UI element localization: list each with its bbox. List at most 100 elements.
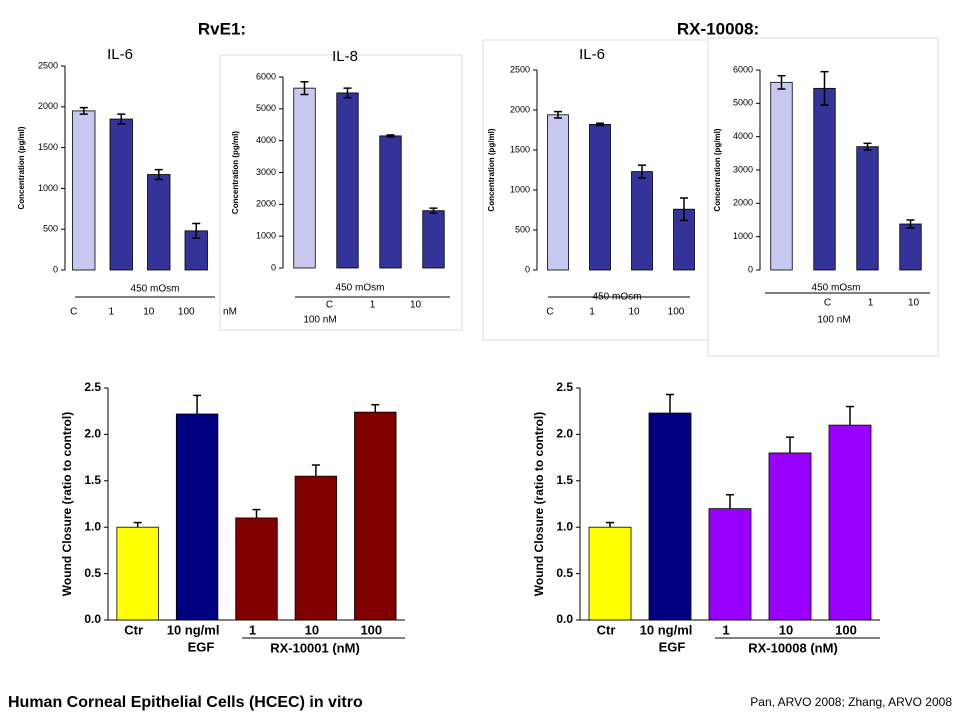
y-tick-label: 1000 xyxy=(38,183,58,193)
bar xyxy=(648,412,692,621)
bar xyxy=(293,87,316,269)
y-axis-label: Concentration (pg/ml) xyxy=(231,131,240,214)
group-label: RX-10008 (nM) xyxy=(748,640,838,655)
y-tick-label: 0.5 xyxy=(556,566,573,580)
x-tick-label: 1 xyxy=(370,300,376,311)
x-tick-label: Ctr xyxy=(597,622,616,637)
x-tick-label: 1 xyxy=(249,622,256,637)
bar xyxy=(109,118,133,271)
group-label: nM xyxy=(223,307,237,318)
y-tick-label: 0 xyxy=(525,264,530,274)
y-tick-label: 0.0 xyxy=(556,612,573,626)
y-tick-label: 0 xyxy=(748,264,753,274)
x-tick-label: 1 xyxy=(108,307,114,318)
x-tick-label: 100 xyxy=(668,307,685,318)
bar xyxy=(294,475,338,621)
y-axis-label: Wound Closure (ratio to control) xyxy=(60,412,74,596)
y-tick-label: 2.0 xyxy=(556,427,573,441)
y-axis-label: Concentration (pg/ml) xyxy=(713,128,722,211)
y-tick-label: 1000 xyxy=(256,231,276,241)
y-tick-label: 4000 xyxy=(256,135,276,145)
bar xyxy=(547,114,569,271)
x-tick-label: 10 xyxy=(143,307,155,318)
header-right: RX-10008: xyxy=(677,19,759,38)
group-label: RX-10001 (nM) xyxy=(270,640,360,655)
y-tick-label: 1500 xyxy=(38,142,58,152)
y-tick-label: 500 xyxy=(43,224,58,234)
y-tick-label: 0 xyxy=(53,264,58,274)
x-tick-label: C xyxy=(824,298,831,309)
y-tick-label: 2000 xyxy=(510,104,530,114)
x-tick-label: 100 xyxy=(835,622,857,637)
x-tick-label: 10 xyxy=(410,300,422,311)
bar xyxy=(768,452,812,621)
bar xyxy=(813,87,836,271)
bar xyxy=(588,526,632,621)
y-axis-label: Wound Closure (ratio to control) xyxy=(532,412,546,596)
bar xyxy=(72,110,96,271)
x-tick-label: 1 xyxy=(589,307,595,318)
y-tick-label: 6000 xyxy=(256,71,276,81)
y-tick-label: 2.5 xyxy=(556,380,573,394)
y-tick-label: 0.5 xyxy=(84,566,101,580)
y-tick-label: 2.5 xyxy=(84,380,101,394)
y-tick-label: 1.0 xyxy=(556,519,573,533)
group-label: 100 nM xyxy=(817,315,850,326)
y-tick-label: 6000 xyxy=(733,64,753,74)
group-label: 100 nM xyxy=(303,315,336,326)
bar xyxy=(354,411,397,621)
bar xyxy=(379,135,402,269)
x-tick-label: 10 xyxy=(305,622,319,637)
y-tick-label: 500 xyxy=(515,224,530,234)
x-tick-label: 100 xyxy=(178,307,195,318)
header-left: RvE1: xyxy=(198,19,246,38)
bar xyxy=(235,517,278,621)
bar xyxy=(336,92,359,269)
y-tick-label: 1.5 xyxy=(84,473,101,487)
y-tick-label: 1500 xyxy=(510,144,530,154)
y-tick-label: 2000 xyxy=(733,198,753,208)
chart-title: IL-6 xyxy=(579,46,605,63)
y-tick-label: 1000 xyxy=(733,231,753,241)
bar xyxy=(770,81,793,271)
bar xyxy=(589,124,611,271)
x-tick-label: 10 xyxy=(628,307,640,318)
y-tick-label: 5000 xyxy=(733,98,753,108)
group-label: EGF xyxy=(659,639,686,654)
y-tick-label: 1000 xyxy=(510,184,530,194)
x-tick-label: C xyxy=(326,300,333,311)
y-tick-label: 1.0 xyxy=(84,519,101,533)
y-tick-label: 0 xyxy=(271,262,276,272)
footer-citation: Pan, ARVO 2008; Zhang, ARVO 2008 xyxy=(750,695,952,709)
y-tick-label: 5000 xyxy=(256,103,276,113)
bar xyxy=(422,210,445,269)
bar xyxy=(175,413,219,621)
x-tick-label: Ctr xyxy=(124,622,143,637)
y-tick-label: 2500 xyxy=(510,64,530,74)
x-tick-label: 100 xyxy=(360,622,382,637)
bar xyxy=(828,424,872,621)
y-tick-label: 4000 xyxy=(733,131,753,141)
y-tick-label: 0.0 xyxy=(84,612,101,626)
bar xyxy=(631,171,653,271)
footer-title: Human Corneal Epithelial Cells (HCEC) in… xyxy=(8,694,363,711)
y-axis-label: Concentration (pg/ml) xyxy=(487,128,496,211)
x-tick-label: 10 xyxy=(908,298,920,309)
y-tick-label: 2.0 xyxy=(84,427,101,441)
bar xyxy=(856,146,879,271)
x-tick-label: 10 xyxy=(779,622,793,637)
chart-title: IL-8 xyxy=(332,48,358,65)
x-tick-label: 1 xyxy=(722,622,729,637)
y-tick-label: 1.5 xyxy=(556,473,573,487)
group-label: 450 mOsm xyxy=(812,283,861,294)
group-label: 450 mOsm xyxy=(336,283,385,294)
y-tick-label: 2500 xyxy=(38,60,58,70)
y-tick-label: 2000 xyxy=(38,101,58,111)
group-label: 450 mOsm xyxy=(131,284,180,295)
y-tick-label: 3000 xyxy=(733,164,753,174)
x-tick-label: 10 ng/ml xyxy=(640,622,693,637)
x-tick-label: C xyxy=(546,307,553,318)
bar xyxy=(147,174,171,271)
x-tick-label: 10 ng/ml xyxy=(167,622,220,637)
y-tick-label: 2000 xyxy=(256,199,276,209)
